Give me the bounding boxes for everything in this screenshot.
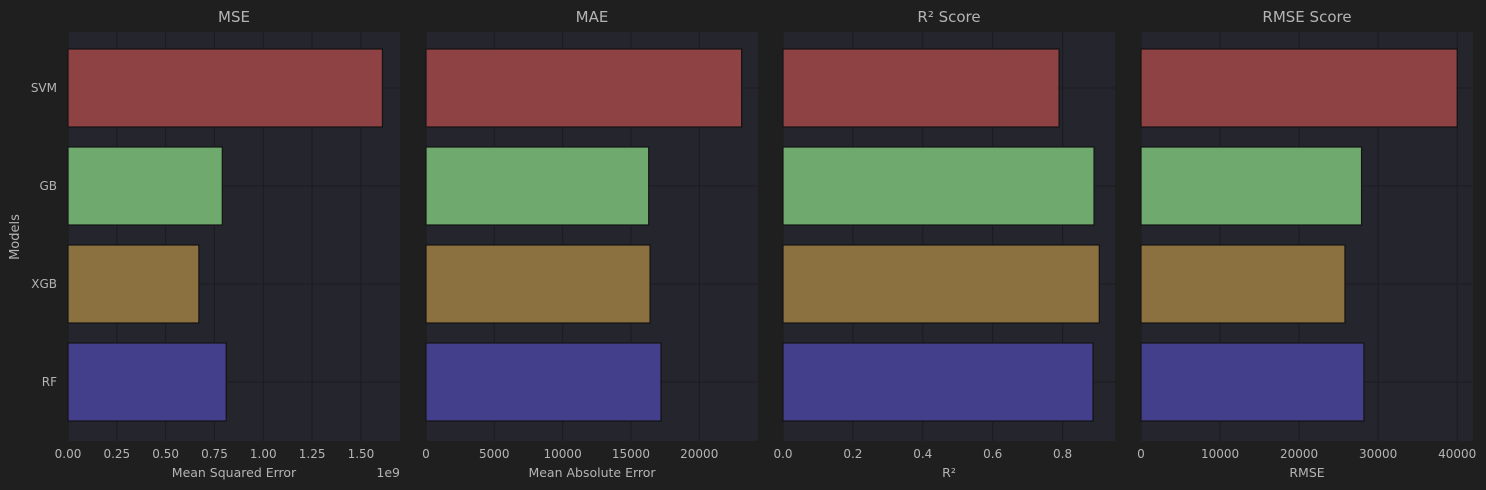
shared-y-axis-label: Models bbox=[8, 214, 23, 260]
bar-svm bbox=[425, 48, 743, 128]
y-tick-label: XGB bbox=[31, 277, 57, 291]
panel-title: R² Score bbox=[917, 8, 980, 26]
x-tick-label: 30000 bbox=[1359, 447, 1397, 461]
y-tick-label: GB bbox=[39, 179, 57, 193]
x-axis-label: Mean Squared Error bbox=[172, 465, 297, 480]
bar-rf bbox=[67, 342, 227, 422]
panel-title: MSE bbox=[218, 8, 250, 26]
x-tick-label: 1.00 bbox=[250, 447, 277, 461]
bar-gb bbox=[425, 146, 650, 226]
x-tick-label: 5000 bbox=[479, 447, 510, 461]
x-tick-label: 0 bbox=[1137, 447, 1145, 461]
x-tick-label: 1.25 bbox=[299, 447, 326, 461]
x-tick-label: 0.50 bbox=[152, 447, 179, 461]
panel-title: MAE bbox=[576, 8, 609, 26]
y-tick-label: RF bbox=[42, 375, 57, 389]
x-tick-label: 0.00 bbox=[55, 447, 82, 461]
bar-svm bbox=[782, 48, 1060, 128]
panel-0: MSE 0.00 0.25 0.50 0.75 1.00 1.25 1.50 Mean Squa… bbox=[31, 8, 400, 480]
bar-xgb bbox=[782, 244, 1100, 324]
bar-gb bbox=[1140, 146, 1363, 226]
bar-gb bbox=[782, 146, 1095, 226]
panel-title: RMSE Score bbox=[1262, 8, 1351, 26]
bar-rf bbox=[782, 342, 1094, 422]
x-tick-label: 10000 bbox=[544, 447, 582, 461]
bar-xgb bbox=[1140, 244, 1346, 324]
bar-rf bbox=[425, 342, 662, 422]
x-tick-label: 10000 bbox=[1201, 447, 1239, 461]
y-tick-label: SVM bbox=[31, 81, 57, 95]
x-tick-label: 20000 bbox=[680, 447, 718, 461]
x-tick-label: 15000 bbox=[612, 447, 650, 461]
x-tick-label: 0.4 bbox=[913, 447, 932, 461]
x-axis-label: R² bbox=[942, 465, 956, 480]
x-axis-label: Mean Absolute Error bbox=[528, 465, 656, 480]
x-tick-label: 0.6 bbox=[983, 447, 1002, 461]
panel-1: MAE 0 5000 10000 15000 20000 Mean Absolute Err… bbox=[422, 8, 758, 480]
x-tick-label: 0.75 bbox=[201, 447, 228, 461]
bar-rf bbox=[1140, 342, 1365, 422]
x-axis-label: RMSE bbox=[1289, 465, 1324, 480]
x-axis-offset-text: 1e9 bbox=[376, 465, 400, 480]
bar-gb bbox=[67, 146, 223, 226]
panel-3: RMSE Score 0 10000 20000 30000 40000 RMSE bbox=[1137, 8, 1476, 480]
bar-xgb bbox=[67, 244, 200, 324]
x-tick-label: 0.2 bbox=[843, 447, 862, 461]
bar-xgb bbox=[425, 244, 651, 324]
x-tick-label: 0 bbox=[422, 447, 430, 461]
bar-svm bbox=[1140, 48, 1458, 128]
x-tick-label: 0.0 bbox=[773, 447, 792, 461]
x-tick-label: 20000 bbox=[1280, 447, 1318, 461]
x-tick-label: 40000 bbox=[1438, 447, 1476, 461]
x-tick-label: 0.8 bbox=[1053, 447, 1072, 461]
panel-2: R² Score 0.0 0.2 0.4 0.6 0.8 R² bbox=[773, 8, 1115, 480]
bar-svm bbox=[67, 48, 384, 128]
x-tick-label: 0.25 bbox=[103, 447, 130, 461]
x-tick-label: 1.50 bbox=[348, 447, 375, 461]
